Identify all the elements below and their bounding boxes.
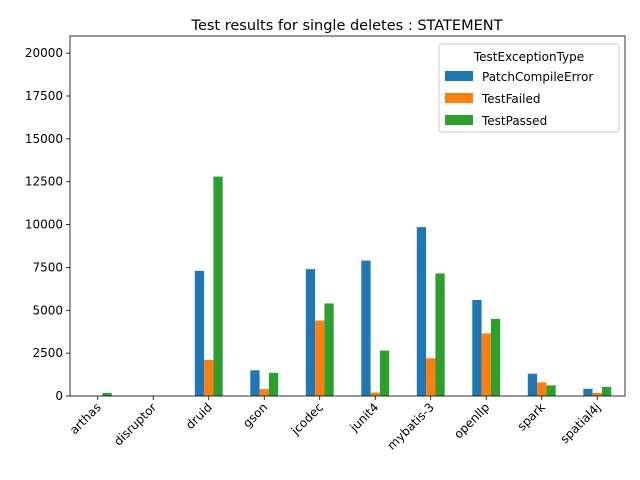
plot-frame <box>69 35 626 397</box>
x-tick-label: druid <box>183 400 215 432</box>
bar-TestPassed-spark <box>546 385 556 396</box>
bar-TestPassed-spatial4j <box>601 386 612 396</box>
y-tick-label: 12500 <box>25 175 63 189</box>
x-tick-label: arthas <box>67 400 104 437</box>
x-tick-label: spatial4j <box>557 400 603 446</box>
legend-box <box>438 43 620 133</box>
y-tick-label: 0 <box>55 389 63 403</box>
bar-PatchCompileError-mybatis-3 <box>416 227 427 396</box>
y-tick-label: 7500 <box>32 260 63 274</box>
y-tick-label: 2500 <box>32 346 63 360</box>
bar-TestPassed-druid <box>213 176 223 396</box>
legend-swatch-TestFailed <box>445 93 473 103</box>
bar-TestPassed-arthas <box>102 392 112 396</box>
legend-title: TestExceptionType <box>473 50 584 64</box>
bar-TestPassed-jcodec <box>324 303 334 396</box>
bar-TestPassed-mybatis-3 <box>435 273 445 396</box>
legend-swatch-TestPassed <box>445 115 473 125</box>
bar-TestFailed-mybatis-3 <box>426 358 436 396</box>
bar-TestPassed-junit4 <box>379 350 390 396</box>
legend: TestExceptionType PatchCompileError TestFa… <box>438 43 620 133</box>
x-tick-label: disruptor <box>111 400 159 448</box>
legend-label-TestFailed: TestFailed <box>481 92 540 106</box>
legend-label-TestPassed: TestPassed <box>481 114 547 128</box>
bar-TestFailed-jcodec <box>315 320 325 396</box>
chart-title: Test results for single deletes : STATEM… <box>191 18 503 34</box>
x-tick-label: gson <box>240 400 270 430</box>
bars-layer <box>102 176 612 396</box>
bar-TestFailed-junit4 <box>370 392 380 396</box>
y-tick-label: 15000 <box>25 132 63 146</box>
bar-TestFailed-spark <box>537 382 547 396</box>
y-tick-label: 20000 <box>25 46 63 60</box>
bar-TestFailed-druid <box>204 360 214 396</box>
x-tick-label: junit4 <box>347 400 382 435</box>
bar-TestPassed-openllp <box>490 318 501 396</box>
legend-label-PatchCompileError: PatchCompileError <box>482 70 593 84</box>
x-tick-label: jcodec <box>288 400 326 438</box>
bar-TestPassed-gson <box>268 372 279 396</box>
bar-PatchCompileError-jcodec <box>305 269 316 396</box>
bar-TestFailed-openllp <box>481 333 491 396</box>
bar-TestFailed-gson <box>259 389 269 396</box>
bar-PatchCompileError-spatial4j <box>583 388 593 396</box>
bar-PatchCompileError-druid <box>194 270 205 396</box>
x-tick-label: spark <box>515 400 548 433</box>
bar-PatchCompileError-spark <box>527 373 538 396</box>
x-tick-label: openllp <box>451 400 492 441</box>
bar-PatchCompileError-junit4 <box>361 260 371 396</box>
bar-PatchCompileError-openllp <box>472 300 482 396</box>
legend-swatch-PatchCompileError <box>445 71 473 81</box>
bar-PatchCompileError-gson <box>250 370 260 396</box>
y-tick-label: 5000 <box>32 303 63 317</box>
y-tick-label: 17500 <box>25 89 63 103</box>
y-tick-label: 10000 <box>25 218 63 232</box>
bar-TestFailed-spatial4j <box>592 392 602 396</box>
x-tick-label: mybatis-3 <box>385 400 437 452</box>
